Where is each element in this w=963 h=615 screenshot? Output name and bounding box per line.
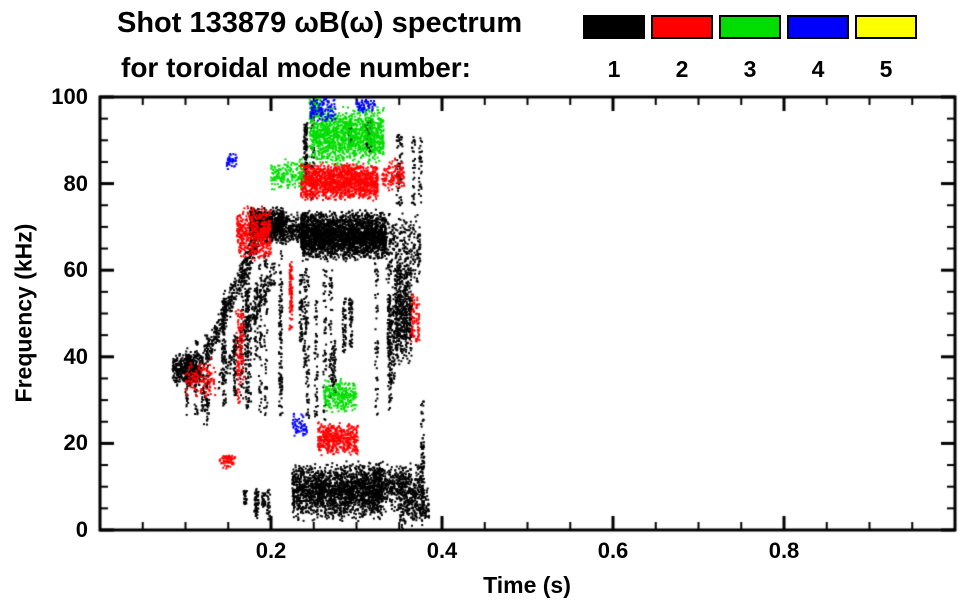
y-tick-label: 0 [75, 517, 88, 542]
legend-mode-number-5: 5 [879, 56, 893, 82]
legend-swatch-mode-5 [855, 15, 917, 39]
x-tick-label: 0.6 [597, 538, 629, 563]
x-axis-title: Time (s) [483, 572, 571, 598]
y-tick-label: 40 [63, 343, 88, 369]
legend-mode-number-3: 3 [743, 56, 757, 82]
legend-mode-number-4: 4 [811, 56, 825, 82]
x-tick-label: 0.2 [255, 538, 287, 563]
legend-swatch-mode-1 [583, 15, 645, 39]
y-axis-title: Frequency (kHz) [10, 223, 37, 403]
legend-mode-number-1: 1 [607, 56, 621, 82]
chart-title: Shot 133879 ωB(ω) spectrum [117, 7, 523, 39]
legend-swatch-mode-2 [651, 15, 713, 39]
legend-swatch-mode-3 [719, 15, 781, 39]
y-tick-label: 20 [63, 430, 88, 456]
y-tick-label: 80 [63, 170, 88, 196]
chart-subtitle: for toroidal mode number: [121, 52, 471, 83]
legend-mode-number-2: 2 [675, 56, 689, 82]
legend-swatch-mode-4 [787, 15, 849, 39]
legend-swatches [583, 15, 917, 39]
y-tick-label: 100 [51, 84, 88, 109]
legend-mode-numbers: 1 2 3 4 5 [583, 56, 917, 83]
x-tick-label: 0.4 [426, 538, 458, 563]
y-tick-label: 60 [63, 257, 88, 283]
x-tick-label: 0.8 [768, 538, 800, 563]
